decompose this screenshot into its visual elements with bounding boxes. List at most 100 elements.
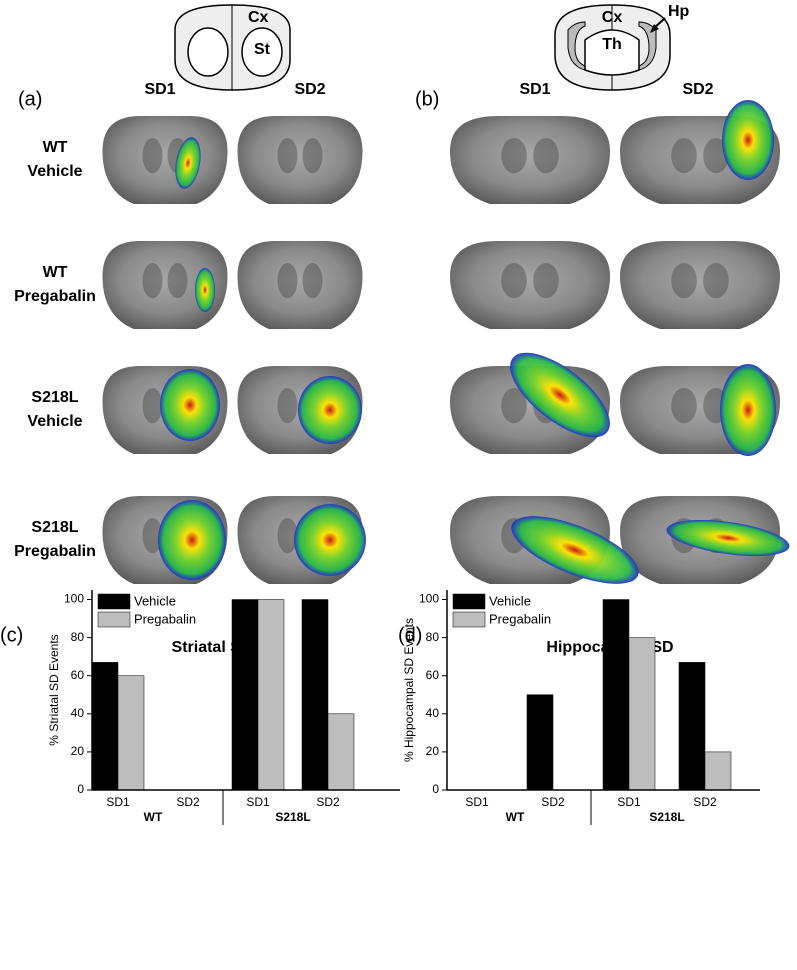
- y-axis-label: % Striatal SD Events: [47, 634, 61, 745]
- brain-image: [237, 116, 363, 204]
- bar: [231, 599, 259, 791]
- legend-label: Pregabalin: [489, 611, 551, 626]
- row-label: Vehicle: [27, 413, 82, 430]
- brain-shade: [142, 518, 163, 554]
- column-label: SD1: [144, 81, 175, 98]
- heat-map: [158, 500, 226, 580]
- bar: [91, 662, 119, 791]
- brain-image: [450, 116, 610, 204]
- heat-map: [722, 100, 774, 180]
- x-tick-label: SD2: [541, 795, 565, 809]
- group-label: S218L: [275, 810, 310, 824]
- schematic-label: Th: [602, 36, 622, 53]
- legend-swatch: [97, 611, 131, 628]
- panel-label: (d): [398, 624, 422, 646]
- row-label: Pregabalin: [14, 288, 96, 305]
- brain-shade: [142, 263, 163, 299]
- brain-shade: [277, 263, 298, 299]
- brain-shade: [277, 388, 298, 424]
- heat-map: [511, 516, 639, 584]
- x-tick-label: SD1: [246, 795, 270, 809]
- column-label: SD2: [682, 81, 713, 98]
- brain-shade: [501, 263, 527, 299]
- y-tick-label: 100: [419, 592, 439, 606]
- bar: [526, 694, 554, 791]
- brain-shade: [671, 388, 697, 424]
- y-tick-label: 100: [64, 592, 84, 606]
- brain-shade: [167, 263, 188, 299]
- brain-shade: [302, 263, 323, 299]
- bar: [628, 637, 656, 791]
- bar: [602, 599, 630, 791]
- legend-label: Pregabalin: [134, 611, 196, 626]
- legend-label: Vehicle: [489, 593, 531, 608]
- column-label: SD2: [294, 81, 325, 98]
- heat-map: [294, 504, 366, 576]
- y-tick-label: 0: [77, 782, 84, 796]
- brain-image: [102, 241, 228, 329]
- brain-shade: [671, 138, 697, 174]
- x-tick-label: SD2: [693, 795, 717, 809]
- brain-shade: [703, 263, 729, 299]
- brain-shade: [533, 138, 559, 174]
- y-tick-label: 40: [71, 706, 85, 720]
- heat-map: [298, 376, 362, 444]
- heat-map: [720, 364, 776, 456]
- brain-shade: [533, 263, 559, 299]
- schematic-a: [174, 4, 291, 91]
- schematic-label: St: [254, 41, 271, 58]
- x-tick-label: SD2: [176, 795, 200, 809]
- brain-image: [620, 241, 780, 329]
- schematic-label: Hp: [668, 3, 690, 20]
- panel-label: (a): [18, 88, 42, 110]
- bar: [117, 675, 145, 791]
- brain-shade: [142, 388, 163, 424]
- heat-map: [195, 268, 215, 312]
- bar: [257, 599, 285, 791]
- brain-shade: [671, 263, 697, 299]
- column-label: SD1: [519, 81, 550, 98]
- x-tick-label: SD2: [316, 795, 340, 809]
- legend-swatch: [452, 611, 486, 628]
- y-tick-label: 20: [426, 744, 440, 758]
- legend-swatch: [452, 593, 486, 610]
- legend-label: Vehicle: [134, 593, 176, 608]
- brain-shade: [277, 138, 298, 174]
- bar: [327, 713, 355, 791]
- legend-swatch: [97, 593, 131, 610]
- schematic-label: Cx: [602, 9, 623, 26]
- brain-image: [237, 241, 363, 329]
- y-tick-label: 40: [426, 706, 440, 720]
- x-tick-label: SD1: [617, 795, 641, 809]
- row-label: WT: [43, 264, 68, 281]
- heat-map: [175, 137, 201, 189]
- bar: [704, 751, 732, 791]
- panel-label: (b): [415, 88, 439, 110]
- y-axis-label: % Hippocampal SD Events: [402, 618, 416, 762]
- schematic-label: Cx: [248, 9, 269, 26]
- group-label: S218L: [649, 810, 684, 824]
- group-label: WT: [506, 810, 525, 824]
- y-tick-label: 20: [71, 744, 85, 758]
- y-tick-label: 80: [426, 630, 440, 644]
- y-tick-label: 60: [426, 668, 440, 682]
- bar: [301, 599, 329, 791]
- heat-map: [160, 369, 220, 441]
- brain-image: [102, 116, 228, 204]
- brain-shade: [142, 138, 163, 174]
- row-label: WT: [43, 139, 68, 156]
- group-label: WT: [144, 810, 163, 824]
- x-tick-label: SD1: [465, 795, 489, 809]
- row-label: S218L: [31, 389, 78, 406]
- y-tick-label: 80: [71, 630, 85, 644]
- heat-map: [510, 352, 610, 438]
- row-label: Pregabalin: [14, 543, 96, 560]
- heat-map: [666, 519, 790, 557]
- brain-image: [450, 241, 610, 329]
- x-tick-label: SD1: [106, 795, 130, 809]
- row-label: S218L: [31, 519, 78, 536]
- brain-shade: [302, 138, 323, 174]
- schematic-b: [554, 4, 671, 91]
- row-label: Vehicle: [27, 163, 82, 180]
